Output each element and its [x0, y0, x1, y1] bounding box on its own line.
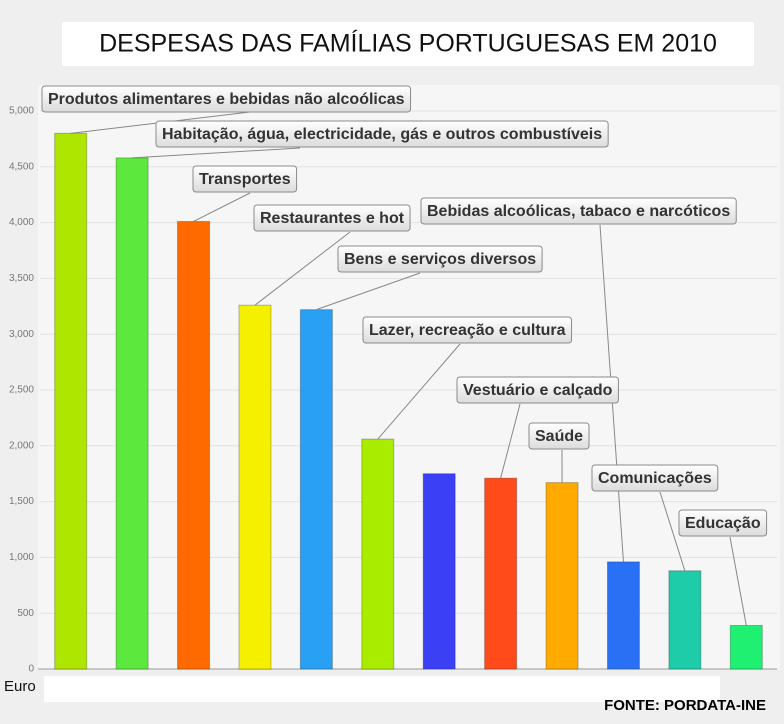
category-label: Transportes: [199, 171, 291, 188]
y-tick-label: 500: [17, 608, 34, 619]
label-box: [41, 85, 412, 113]
connector: [500, 403, 521, 479]
connector: [316, 272, 421, 311]
y-tick-label: 2,000: [9, 440, 34, 451]
label-box: [192, 165, 298, 193]
label-box: [528, 422, 590, 450]
connector: [659, 491, 686, 571]
chart-title: DESPESAS DAS FAMÍLIAS PORTUGUESAS EM 201…: [99, 29, 717, 58]
connector: [729, 536, 747, 626]
bar: [361, 438, 395, 670]
label-box: [362, 316, 573, 344]
label-box: [591, 464, 719, 492]
category-label: Habitação, água, electricidade, gás e ou…: [162, 126, 602, 143]
bar: [484, 477, 518, 670]
category-label: Produtos alimentares e bebidas não alcoó…: [48, 91, 405, 108]
source: FONTE: PORDATA-INE: [604, 697, 766, 714]
label-box: [420, 197, 737, 225]
bar: [545, 482, 579, 670]
bar: [668, 570, 702, 670]
bar: [299, 309, 333, 670]
y-tick-label: 0: [28, 664, 34, 675]
footer-box: [44, 676, 720, 702]
y-tick-label: 3,000: [9, 329, 34, 340]
connector: [254, 231, 351, 306]
category-label: Bens e serviços diversos: [344, 251, 536, 268]
category-label: Lazer, recreação e cultura: [369, 322, 566, 339]
y-tick-label: 3,500: [9, 273, 34, 284]
bar: [238, 304, 272, 670]
title-box: [62, 22, 754, 66]
y-tick-label: 5,000: [9, 106, 34, 117]
y-axis-label: Euro: [4, 678, 36, 695]
bar: [54, 132, 88, 670]
category-label: Vestuário e calçado: [463, 382, 613, 399]
bar: [177, 220, 211, 670]
bar: [729, 624, 763, 670]
category-label: Bebidas alcoólicas, tabaco e narcóticos: [427, 203, 730, 220]
plot-area: [38, 85, 780, 669]
category-label: Restaurantes e hot: [260, 210, 405, 227]
y-tick-label: 1,000: [9, 552, 34, 563]
label-box: [678, 509, 768, 537]
y-tick-label: 2,500: [9, 385, 34, 396]
connector: [132, 147, 301, 159]
label-box: [155, 120, 609, 148]
connector: [193, 192, 251, 222]
label-box: [337, 245, 543, 273]
category-label: Saúde: [535, 428, 583, 445]
y-tick-label: 4,000: [9, 217, 34, 228]
bar: [606, 561, 640, 670]
category-label: Comunicações: [598, 470, 712, 487]
bar: [115, 157, 149, 670]
connector: [377, 343, 461, 440]
y-tick-label: 4,500: [9, 161, 34, 172]
category-label: Educação: [685, 515, 761, 532]
label-box: [456, 376, 619, 404]
y-tick-label: 1,500: [9, 496, 34, 507]
bar: [422, 473, 456, 670]
label-box: [253, 204, 411, 232]
